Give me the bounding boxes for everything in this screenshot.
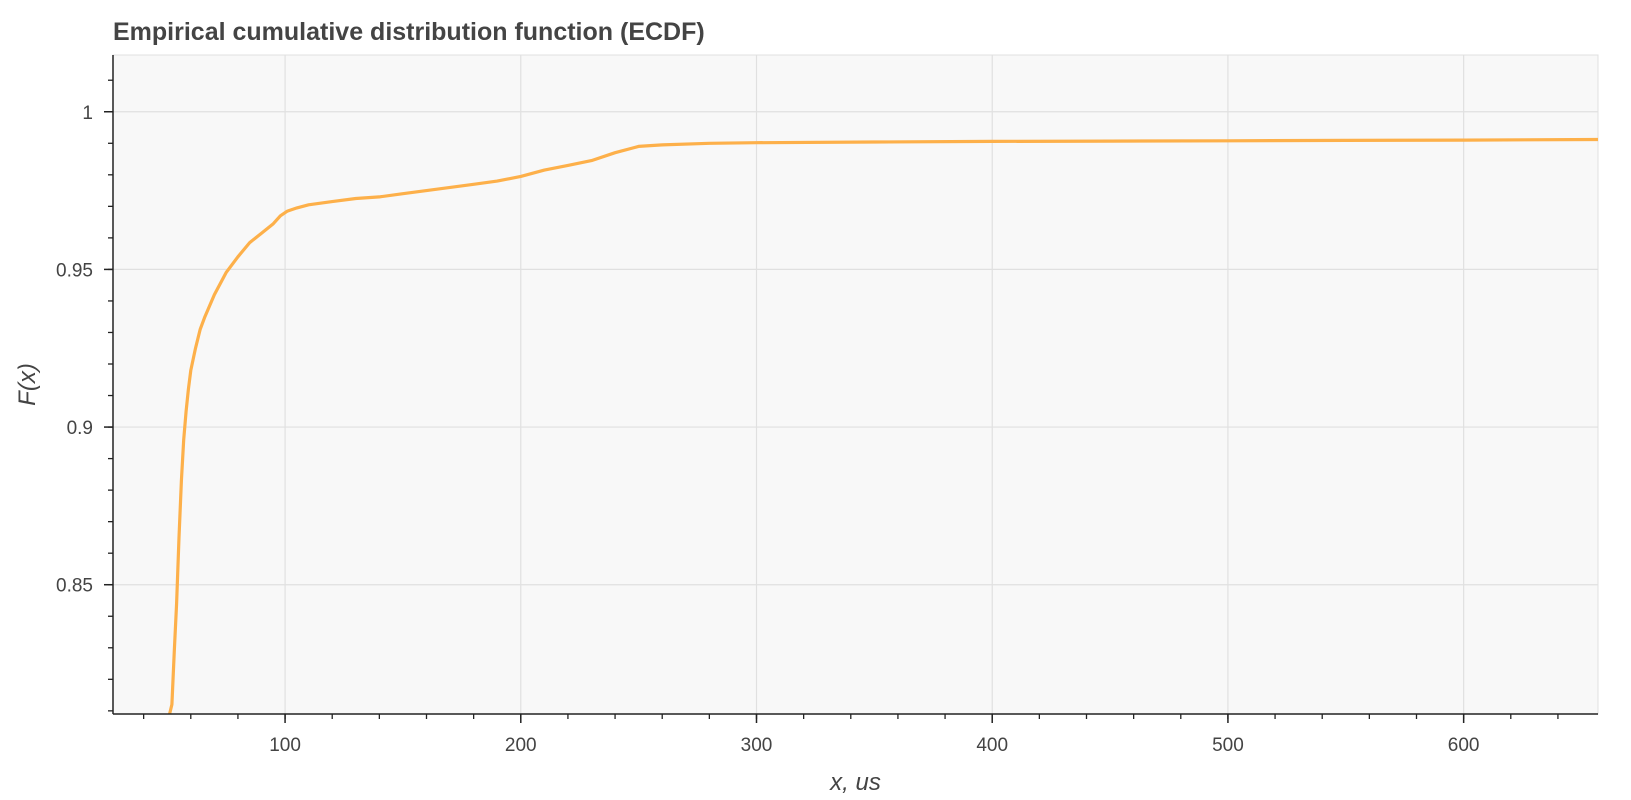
- y-tick-label: 0.9: [67, 418, 93, 439]
- ecdf-series-line: [168, 137, 1599, 715]
- y-axis-title: F(x): [14, 363, 41, 406]
- y-tick-label: 0.95: [56, 260, 93, 281]
- plot-area: [112, 54, 1599, 715]
- y-tick-label: 1: [82, 103, 93, 124]
- x-tick-label: 300: [741, 735, 773, 756]
- x-tick-label: 200: [505, 735, 537, 756]
- x-axis-title: x, us: [829, 769, 881, 796]
- chart-title: Empirical cumulative distribution functi…: [113, 18, 705, 46]
- x-tick-label: 400: [976, 735, 1008, 756]
- y-tick-label: 0.85: [56, 576, 93, 597]
- x-tick-label: 600: [1448, 735, 1480, 756]
- x-tick-label: 500: [1212, 735, 1244, 756]
- grid-lines: [113, 55, 1598, 714]
- axes: [104, 55, 1598, 723]
- x-tick-label: 100: [269, 735, 301, 756]
- tick-labels: 100 200 300 400 500 600 0.85 0.9 0.95 1: [56, 103, 1479, 756]
